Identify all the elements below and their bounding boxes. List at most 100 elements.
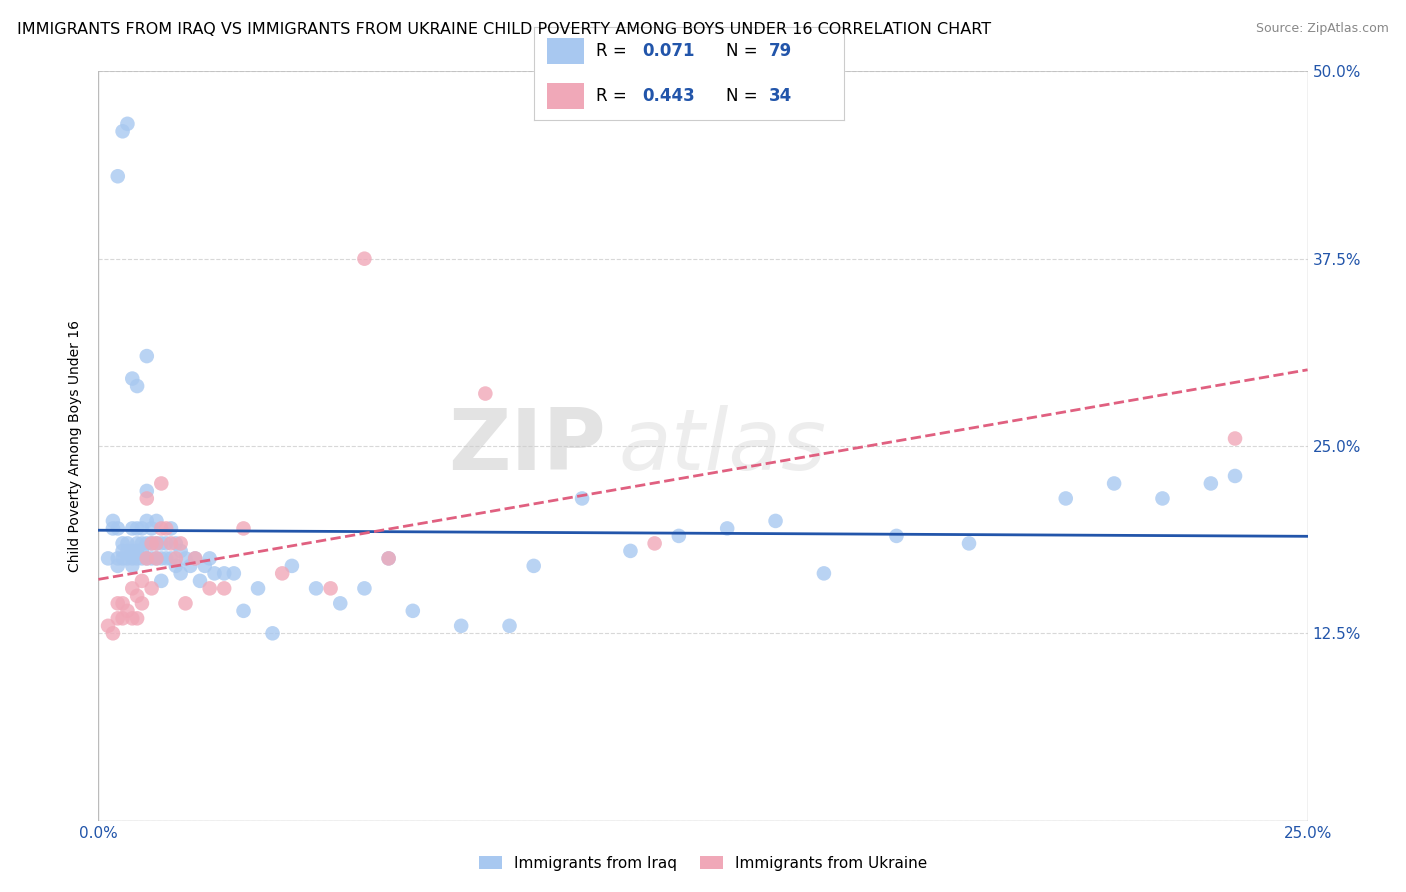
Point (107, 596, 129, 610)
Point (1199, 476, 1222, 491)
Point (271, 566, 294, 581)
Text: R =: R = (596, 42, 633, 60)
Point (765, 514, 787, 528)
Point (886, 529, 908, 543)
Point (194, 558, 217, 573)
Point (141, 536, 163, 550)
Point (111, 596, 134, 610)
Point (1054, 491, 1077, 506)
Point (1102, 476, 1125, 491)
Point (160, 521, 183, 535)
Point (127, 536, 149, 550)
Point (716, 521, 738, 535)
Point (145, 551, 167, 566)
Point (127, 611, 149, 625)
Point (135, 536, 157, 550)
Point (141, 536, 163, 550)
Point (150, 521, 173, 535)
Point (222, 566, 245, 581)
Point (131, 574, 153, 588)
Point (101, 514, 124, 528)
Point (247, 582, 270, 596)
Point (135, 483, 157, 498)
FancyBboxPatch shape (547, 83, 583, 109)
Point (111, 544, 134, 558)
Point (232, 521, 254, 535)
Point (262, 626, 284, 640)
Point (131, 521, 153, 535)
Point (127, 521, 149, 535)
Point (523, 558, 546, 573)
Point (145, 536, 167, 550)
Point (117, 117, 139, 131)
Point (107, 169, 129, 184)
Text: N =: N = (725, 87, 763, 105)
Point (329, 596, 352, 610)
Point (305, 582, 328, 596)
Point (121, 521, 143, 535)
Point (160, 551, 183, 566)
Point (135, 491, 157, 506)
Point (184, 551, 207, 566)
Point (353, 252, 375, 266)
Y-axis label: Child Poverty Among Boys Under 16: Child Poverty Among Boys Under 16 (69, 320, 83, 572)
Point (97, 619, 120, 633)
Point (131, 544, 153, 558)
Point (571, 491, 593, 506)
Point (121, 371, 143, 385)
Point (141, 521, 163, 535)
Point (141, 551, 163, 566)
FancyBboxPatch shape (547, 38, 583, 64)
Text: 34: 34 (769, 87, 793, 105)
Point (101, 626, 124, 640)
Point (135, 349, 157, 363)
Point (377, 551, 399, 566)
Point (131, 551, 153, 566)
Point (198, 582, 221, 596)
Point (107, 558, 129, 573)
Point (319, 582, 342, 596)
Text: 79: 79 (769, 42, 793, 60)
Point (402, 604, 425, 618)
Point (212, 566, 235, 581)
Point (127, 551, 149, 566)
Point (1223, 432, 1246, 446)
Point (145, 551, 167, 566)
Point (150, 551, 173, 566)
Point (155, 536, 177, 550)
Point (353, 582, 375, 596)
Text: ZIP: ZIP (449, 404, 606, 488)
Point (111, 551, 134, 566)
Point (117, 551, 139, 566)
Point (117, 536, 139, 550)
Point (111, 611, 134, 625)
Text: R =: R = (596, 87, 633, 105)
Point (169, 566, 191, 581)
Point (127, 544, 149, 558)
Point (188, 574, 211, 588)
Point (169, 536, 191, 550)
Point (117, 544, 139, 558)
Point (141, 582, 163, 596)
Point (150, 536, 173, 550)
Point (198, 551, 221, 566)
Point (135, 551, 157, 566)
Point (121, 558, 143, 573)
Point (377, 551, 399, 566)
Point (813, 566, 835, 581)
Point (111, 536, 134, 550)
Point (204, 566, 226, 581)
Point (165, 558, 187, 573)
Text: 0.071: 0.071 (643, 42, 695, 60)
Point (160, 536, 183, 550)
Point (498, 619, 520, 633)
Point (101, 521, 124, 535)
Point (127, 589, 149, 603)
Point (150, 574, 173, 588)
Point (127, 379, 149, 393)
Point (184, 551, 207, 566)
Point (169, 544, 191, 558)
Point (121, 551, 143, 566)
Point (107, 521, 129, 535)
Point (957, 536, 980, 550)
